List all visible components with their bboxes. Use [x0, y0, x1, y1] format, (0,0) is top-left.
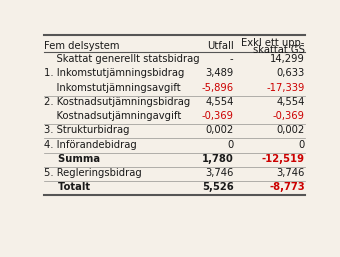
Text: Totalt: Totalt [44, 182, 90, 192]
Text: Summa: Summa [44, 154, 100, 164]
Text: 4,554: 4,554 [205, 97, 234, 107]
Text: -: - [230, 54, 234, 64]
Text: -8,773: -8,773 [269, 182, 305, 192]
Text: -0,369: -0,369 [202, 111, 234, 121]
Text: 1. Inkomstutjämningsbidrag: 1. Inkomstutjämningsbidrag [44, 68, 184, 78]
Text: 5. Regleringsbidrag: 5. Regleringsbidrag [44, 168, 141, 178]
Text: -17,339: -17,339 [266, 82, 305, 93]
Text: skattat GS: skattat GS [253, 45, 305, 55]
Text: 1,780: 1,780 [202, 154, 234, 164]
Text: 3,489: 3,489 [205, 68, 234, 78]
Text: Utfall: Utfall [207, 41, 234, 51]
Text: Skattat generellt statsbidrag: Skattat generellt statsbidrag [44, 54, 200, 64]
Text: Fem delsystem: Fem delsystem [44, 41, 119, 51]
Text: 2. Kostnadsutjämningsbidrag: 2. Kostnadsutjämningsbidrag [44, 97, 190, 107]
Text: 4. Införandebidrag: 4. Införandebidrag [44, 140, 137, 150]
Text: 3,746: 3,746 [205, 168, 234, 178]
Text: 0,002: 0,002 [276, 125, 305, 135]
Text: -0,369: -0,369 [273, 111, 305, 121]
Text: Exkl ett upp-: Exkl ett upp- [241, 38, 305, 48]
Text: -5,896: -5,896 [201, 82, 234, 93]
Text: 0,633: 0,633 [276, 68, 305, 78]
Text: -12,519: -12,519 [262, 154, 305, 164]
Text: 0,002: 0,002 [205, 125, 234, 135]
Text: 5,526: 5,526 [202, 182, 234, 192]
Text: 4,554: 4,554 [276, 97, 305, 107]
Text: 3. Strukturbidrag: 3. Strukturbidrag [44, 125, 129, 135]
Text: 0: 0 [227, 140, 234, 150]
Text: 3,746: 3,746 [276, 168, 305, 178]
Text: Kostnadsutjämningavgift: Kostnadsutjämningavgift [44, 111, 181, 121]
Text: Inkomstutjämningsavgift: Inkomstutjämningsavgift [44, 82, 181, 93]
Text: 0: 0 [299, 140, 305, 150]
Text: 14,299: 14,299 [270, 54, 305, 64]
